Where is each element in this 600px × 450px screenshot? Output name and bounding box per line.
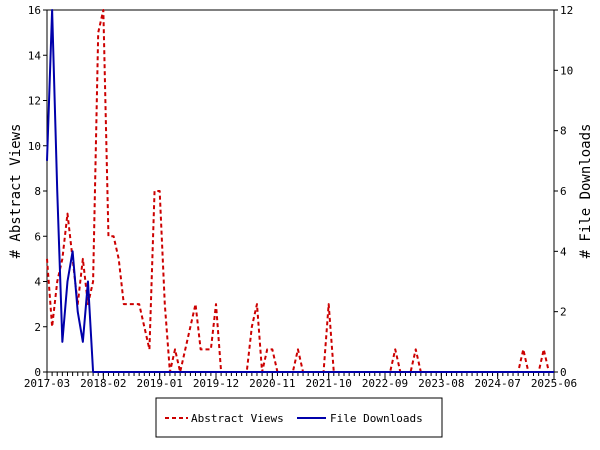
y-axis-title: # Abstract Views [8, 124, 24, 259]
legend-label-abstract-views: Abstract Views [191, 412, 284, 425]
x-tick-label: 2023-08 [418, 377, 464, 390]
y-tick-label: 8 [34, 185, 41, 198]
y2-tick-label: 10 [560, 64, 573, 77]
y-tick-label: 6 [34, 230, 41, 243]
x-tick-label: 2022-09 [362, 377, 408, 390]
y2-tick-label: 8 [560, 125, 567, 138]
y-tick-label: 12 [28, 95, 41, 108]
y-tick-label: 10 [28, 140, 41, 153]
x-tick-label: 2019-01 [136, 377, 182, 390]
x-tick-label: 2018-02 [80, 377, 126, 390]
y2-tick-label: 4 [560, 245, 567, 258]
y2-tick-label: 6 [560, 185, 567, 198]
y2-tick-label: 2 [560, 306, 567, 319]
series-line-abstract-views [46, 9, 554, 373]
y-tick-label: 0 [34, 366, 41, 379]
y2-tick-label: 12 [560, 4, 573, 17]
legend-label-file-downloads: File Downloads [330, 412, 423, 425]
axes: 0 2 4 6 8 10 12 14 16 0 2 4 6 8 10 12 2017-03 2018-02 2019… [24, 4, 577, 390]
y-tick-label: 16 [28, 4, 41, 17]
legend: Abstract Views File Downloads [155, 397, 443, 438]
series-line-file-downloads [46, 9, 554, 373]
series-layer [46, 9, 554, 373]
x-tick-label: 2019-12 [193, 377, 239, 390]
y-tick-label: 2 [34, 321, 41, 334]
x-tick-label: 2021-10 [305, 377, 351, 390]
y2-axis-title: # File Downloads [578, 124, 594, 259]
plot-frame [46, 9, 555, 373]
y-tick-label: 4 [34, 276, 41, 289]
x-tick-label: 2020-11 [249, 377, 295, 390]
y2-tick-label: 0 [560, 366, 567, 379]
y-tick-label: 14 [28, 49, 42, 62]
x-tick-label: 2025-06 [531, 377, 577, 390]
x-tick-label: 2024-07 [474, 377, 520, 390]
x-tick-label: 2017-03 [24, 377, 70, 390]
